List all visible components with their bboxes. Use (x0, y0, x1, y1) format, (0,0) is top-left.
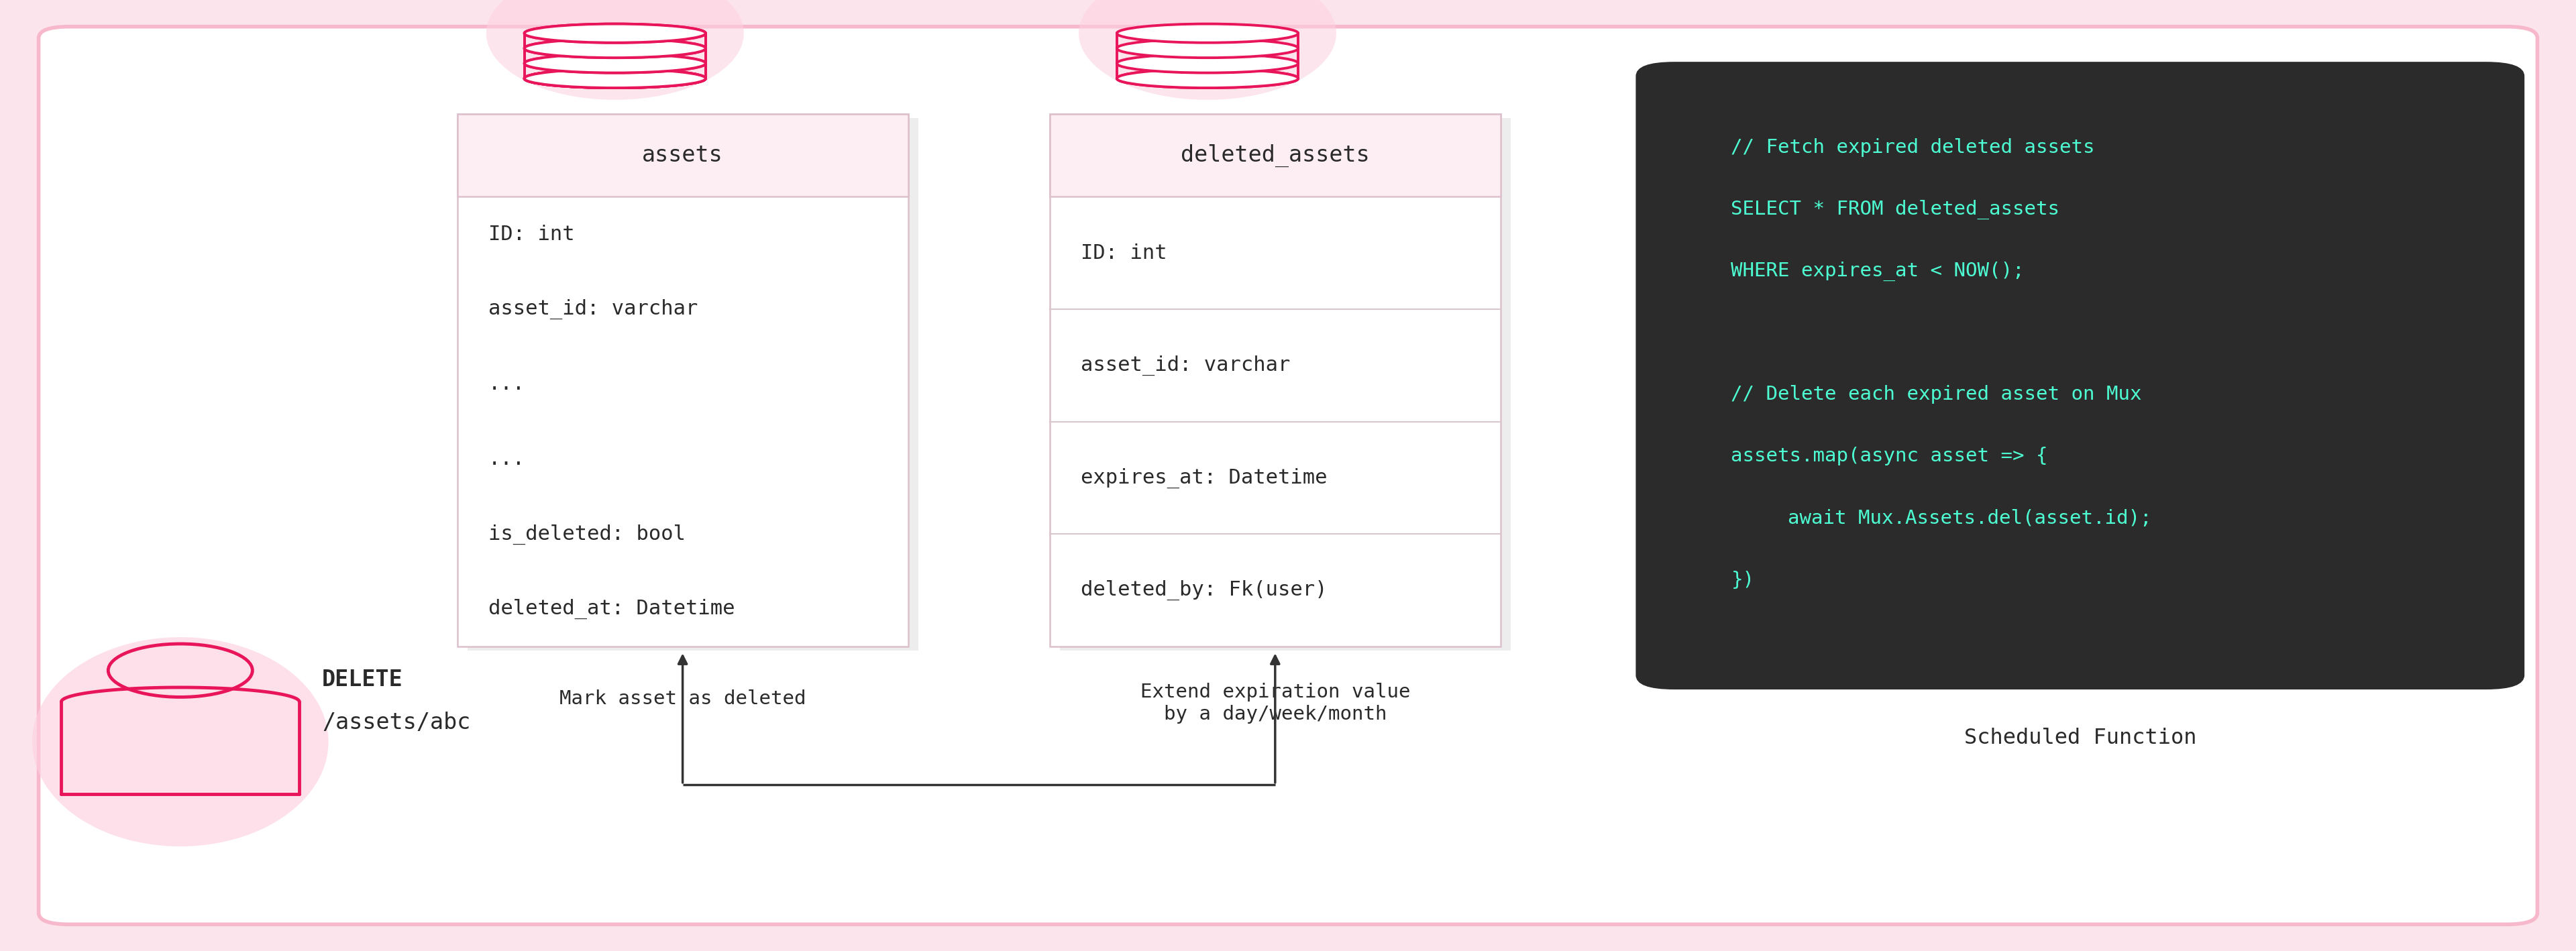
Ellipse shape (1118, 24, 1298, 43)
Text: ID: int: ID: int (489, 224, 574, 243)
Text: }): }) (1731, 571, 1754, 590)
Text: asset_id: varchar: asset_id: varchar (489, 299, 698, 320)
Ellipse shape (526, 54, 706, 73)
Text: is_deleted: bool: is_deleted: bool (489, 524, 685, 544)
Ellipse shape (526, 24, 706, 43)
Ellipse shape (1118, 39, 1298, 58)
Ellipse shape (526, 69, 706, 87)
Ellipse shape (526, 69, 706, 87)
Text: asset_id: varchar: asset_id: varchar (1082, 356, 1291, 376)
FancyBboxPatch shape (1051, 114, 1499, 197)
FancyBboxPatch shape (1051, 114, 1499, 647)
Text: ...: ... (489, 375, 526, 394)
Ellipse shape (526, 24, 706, 43)
Ellipse shape (1118, 69, 1298, 87)
Text: Extend expiration value
by a day/week/month: Extend expiration value by a day/week/mo… (1141, 683, 1409, 724)
FancyBboxPatch shape (1636, 62, 2524, 689)
Text: Scheduled Function: Scheduled Function (1963, 728, 2197, 748)
Text: deleted_assets: deleted_assets (1180, 144, 1370, 166)
FancyBboxPatch shape (459, 114, 909, 647)
Text: assets: assets (641, 145, 724, 166)
Text: SELECT * FROM deleted_assets: SELECT * FROM deleted_assets (1731, 200, 2061, 220)
Text: await Mux.Assets.del(asset.id);: await Mux.Assets.del(asset.id); (1788, 509, 2151, 528)
Text: ID: int: ID: int (1082, 243, 1167, 262)
Ellipse shape (526, 39, 706, 58)
Ellipse shape (1118, 69, 1298, 87)
Text: deleted_by: Fk(user): deleted_by: Fk(user) (1082, 580, 1327, 600)
Ellipse shape (31, 637, 330, 846)
Text: expires_at: Datetime: expires_at: Datetime (1082, 468, 1327, 488)
Text: DELETE: DELETE (322, 669, 402, 691)
FancyBboxPatch shape (469, 118, 917, 650)
Text: // Fetch expired deleted assets: // Fetch expired deleted assets (1731, 138, 2094, 157)
Text: deleted_at: Datetime: deleted_at: Datetime (489, 599, 734, 619)
Ellipse shape (526, 69, 706, 87)
Text: ...: ... (489, 450, 526, 469)
Ellipse shape (526, 69, 706, 87)
Ellipse shape (526, 54, 706, 73)
Text: assets.map(async asset => {: assets.map(async asset => { (1731, 447, 2048, 466)
Text: /assets/abc: /assets/abc (322, 711, 471, 734)
Ellipse shape (487, 0, 744, 100)
FancyBboxPatch shape (39, 27, 2537, 924)
Text: Mark asset as deleted: Mark asset as deleted (559, 689, 806, 708)
Ellipse shape (1079, 0, 1337, 100)
Text: // Delete each expired asset on Mux: // Delete each expired asset on Mux (1731, 385, 2143, 404)
Ellipse shape (526, 39, 706, 58)
FancyBboxPatch shape (1061, 118, 1510, 650)
FancyBboxPatch shape (459, 114, 909, 197)
Text: WHERE expires_at < NOW();: WHERE expires_at < NOW(); (1731, 262, 2025, 281)
Ellipse shape (1118, 54, 1298, 73)
